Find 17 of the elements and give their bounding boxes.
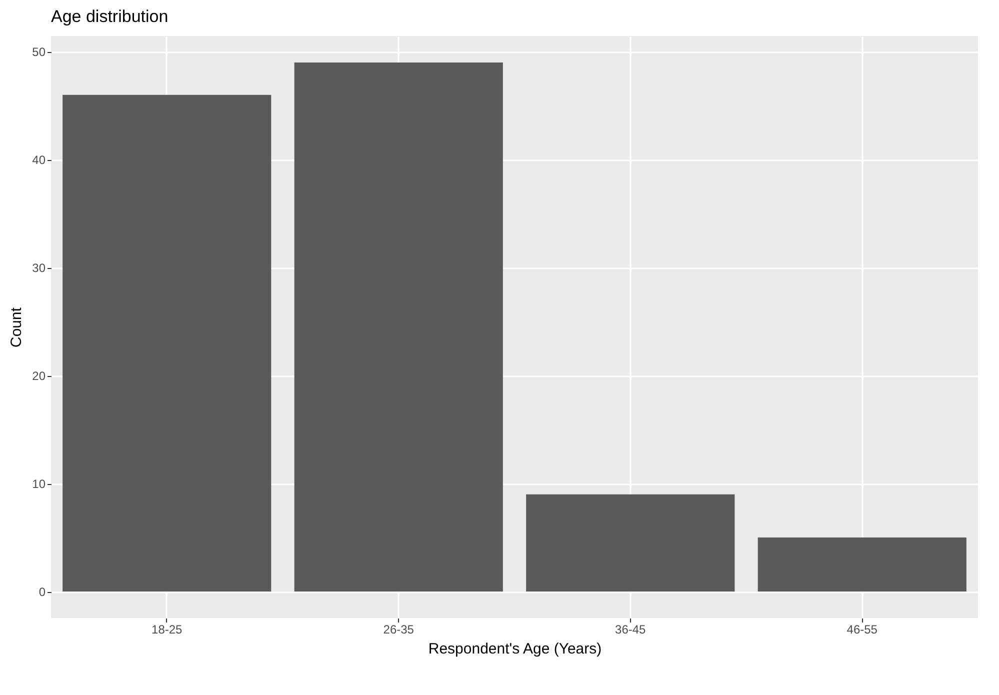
- x-tick-label: 26-35: [383, 622, 414, 636]
- y-tick-label: 50: [32, 45, 46, 60]
- bar: [294, 62, 503, 592]
- y-tick-label: 10: [32, 477, 46, 492]
- x-tick-label: 46-55: [846, 622, 878, 636]
- x-axis-title: Respondent's Age (Years): [428, 640, 602, 658]
- bar: [758, 538, 966, 592]
- y-tick-label: 40: [32, 153, 46, 168]
- bar: [62, 94, 272, 592]
- y-tick-label: 30: [32, 261, 46, 276]
- bar: [526, 494, 735, 592]
- y-tick-label: 20: [32, 369, 46, 384]
- x-tick-label: 18-25: [152, 622, 183, 636]
- y-axis-title: Count: [8, 306, 26, 348]
- x-tick-label: 36-45: [615, 622, 646, 636]
- chart-title: Age distribution: [51, 7, 168, 26]
- y-tick-label: 0: [38, 585, 46, 600]
